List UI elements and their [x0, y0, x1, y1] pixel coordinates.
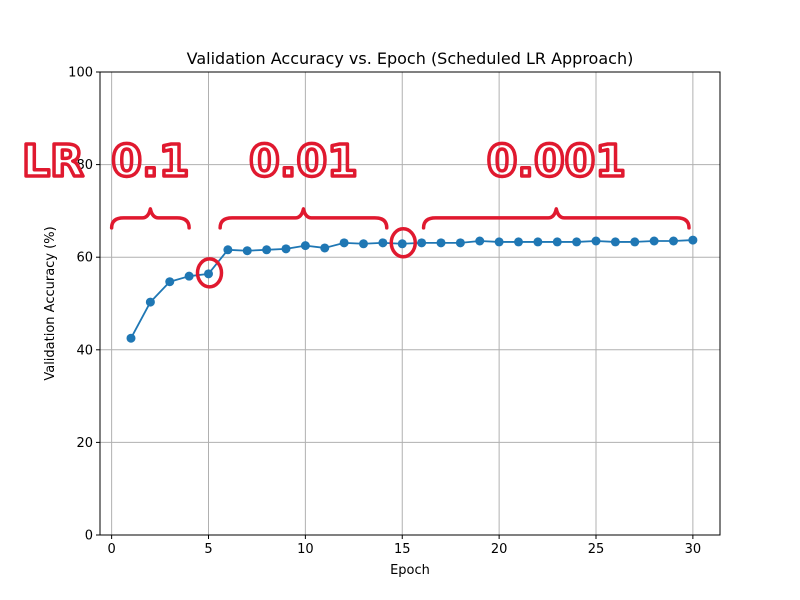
series-layer [126, 235, 698, 343]
y-tick-label: 60 [76, 251, 93, 266]
x-tick-label: 10 [297, 542, 314, 557]
data-point [514, 237, 523, 247]
data-point [223, 245, 233, 255]
data-point [455, 238, 465, 248]
y-tick-label: 40 [76, 343, 93, 358]
data-point [475, 236, 485, 246]
x-tick-label: 5 [204, 542, 212, 557]
data-point [281, 244, 291, 254]
data-point [436, 238, 446, 248]
data-point [320, 243, 330, 253]
x-axis-label: Epoch [390, 563, 430, 578]
y-tick-label: 100 [68, 66, 93, 81]
data-point [300, 241, 310, 251]
data-point [630, 237, 640, 247]
lr-phase-label: 0.001 [487, 136, 626, 187]
y-axis-label: Validation Accuracy (%) [43, 226, 58, 380]
data-point [359, 239, 368, 249]
axes: 0 5 10 15 20 25 30 0 20 40 60 80 100 [68, 66, 701, 558]
data-point [165, 277, 175, 287]
data-point [397, 239, 407, 249]
data-point [145, 297, 155, 307]
data-point [242, 246, 252, 256]
data-point [591, 236, 601, 246]
x-tick-label: 15 [394, 542, 411, 557]
data-point [649, 236, 659, 246]
data-point [552, 237, 562, 247]
x-tick-label: 25 [588, 542, 605, 557]
circled-point-annotation [389, 227, 417, 259]
lr-phase-label: 0.1 [111, 136, 189, 187]
annotation-layer: LR 0.1 0.01 0.001 [20, 134, 691, 289]
data-point [378, 238, 388, 248]
lr-phase-label: 0.01 [249, 136, 358, 187]
data-point [204, 269, 213, 279]
data-point [572, 237, 582, 247]
x-tick-label: 0 [107, 542, 115, 557]
circled-point-annotation [195, 257, 224, 289]
data-point [610, 237, 620, 247]
y-tick-label: 0 [85, 529, 93, 544]
data-point [184, 271, 194, 281]
data-point [669, 236, 678, 246]
data-point [688, 235, 698, 245]
y-tick-label: 80 [76, 158, 93, 173]
grid [100, 71, 720, 536]
plot-frame [99, 71, 721, 536]
x-tick-label: 30 [685, 542, 702, 557]
chart-title: Validation Accuracy vs. Epoch (Scheduled… [187, 49, 634, 68]
y-tick-label: 20 [76, 436, 93, 451]
lr-phase-brace [109, 207, 191, 230]
lr-phase-brace [218, 207, 389, 230]
lr-phase-brace [421, 207, 691, 230]
data-point [494, 237, 504, 247]
data-point [533, 237, 543, 247]
lr-annotation: LR [22, 136, 84, 187]
x-tick-label: 20 [491, 542, 508, 557]
data-point [262, 245, 272, 255]
data-point [126, 333, 136, 343]
data-point [417, 238, 427, 248]
data-point [339, 238, 349, 248]
